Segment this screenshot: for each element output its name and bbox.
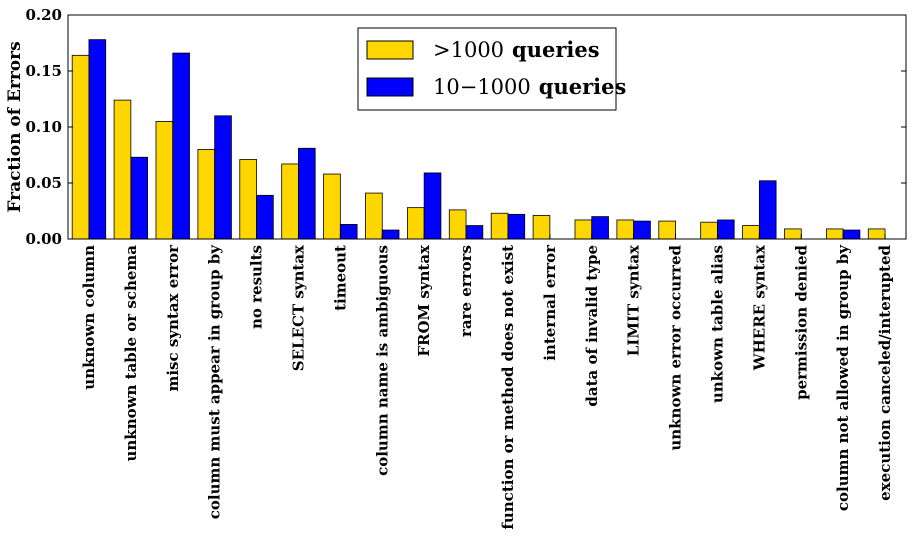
- bar-series-2-2: [130, 156, 149, 240]
- x-category-label: column name is ambiguous: [373, 245, 391, 476]
- x-category-label: LIMIT syntax: [625, 244, 643, 356]
- x-category-label: unkown table alias: [708, 245, 726, 403]
- bar-series-2-6: [298, 147, 316, 240]
- y-tick-label: 0.10: [25, 118, 62, 136]
- bar-series-2-13: [591, 216, 609, 240]
- bar-series-1-2: [113, 99, 132, 240]
- bar-series-2-1: [88, 39, 107, 240]
- legend-swatch-series-2: [366, 77, 414, 97]
- x-category-label: data of invalid type: [583, 245, 601, 407]
- bar-series-1-15: [658, 220, 676, 240]
- y-tick-label: 0.15: [25, 62, 62, 80]
- bar-series-1-19: [825, 228, 844, 240]
- bar-series-1-10: [448, 209, 467, 240]
- bar-series-2-7: [339, 224, 358, 240]
- x-category-label: WHERE syntax: [750, 244, 768, 371]
- x-category-label: permission denied: [792, 245, 810, 400]
- bar-series-2-10: [465, 225, 484, 240]
- bar-series-1-4: [197, 148, 216, 240]
- y-tick-label: 0.05: [25, 174, 62, 192]
- bar-series-2-9: [423, 172, 442, 240]
- bar-series-1-13: [574, 219, 593, 240]
- legend-label-series-1: >1000 queries: [433, 37, 600, 62]
- bar-series-1-8: [365, 192, 383, 240]
- bar-series-1-18: [784, 228, 802, 240]
- bar-series-2-19: [842, 229, 861, 240]
- bar-series-1-20: [867, 228, 886, 240]
- bar-series-1-14: [616, 219, 635, 240]
- x-category-label: column must appear in group by: [206, 244, 224, 520]
- y-tick-label: 0.00: [25, 230, 62, 248]
- x-category-label: rare errors: [457, 245, 475, 337]
- bar-series-2-11: [507, 213, 526, 240]
- legend-swatch-series-1: [366, 40, 414, 60]
- y-axis-label: Fraction of Errors: [5, 41, 25, 212]
- bar-series-2-5: [256, 194, 274, 240]
- x-category-label: unknown table or schema: [122, 245, 140, 462]
- x-category-label: timeout: [331, 245, 349, 311]
- y-tick-label: 0.20: [25, 6, 62, 24]
- legend-label-series-2-suffix: queries: [539, 74, 627, 99]
- bar-series-1-12: [532, 215, 551, 240]
- legend-label-series-2-prefix: 10−1000: [433, 75, 531, 99]
- bar-series-2-16: [717, 219, 735, 240]
- axis-layer: 0.00 0.05 0.10 0.15 0.20 unknown column unknow…: [25, 6, 906, 530]
- x-category-label: unknown column: [80, 245, 98, 390]
- bar-series-2-14: [633, 220, 651, 240]
- legend-label-series-2: 10−1000 queries: [433, 74, 626, 99]
- x-category-label: SELECT syntax: [289, 244, 307, 371]
- bar-series-1-7: [323, 173, 341, 240]
- bar-series-1-3: [155, 121, 174, 240]
- bar-series-1-11: [490, 212, 509, 240]
- bar-series-1-16: [700, 221, 718, 240]
- x-category-label: misc syntax error: [164, 244, 182, 392]
- x-category-label: FROM syntax: [415, 244, 433, 357]
- bar-series-1-6: [281, 163, 299, 240]
- legend-label-series-1-prefix: >1000: [433, 38, 504, 62]
- x-category-label: function or method does not exist: [499, 245, 517, 530]
- x-category-label: internal error: [541, 244, 559, 361]
- bar-series-2-3: [172, 52, 190, 240]
- bar-series-1-5: [239, 159, 257, 240]
- bar-series-1-17: [742, 225, 760, 240]
- legend: >1000 queries 10−1000 queries: [357, 27, 626, 111]
- bar-series-1-9: [406, 207, 425, 240]
- bar-series-1-1: [71, 54, 90, 240]
- legend-label-series-1-suffix: queries: [512, 37, 600, 62]
- bar-series-2-4: [214, 115, 232, 240]
- x-category-label: execution canceled/interupted: [876, 244, 894, 500]
- bars-layer: [71, 39, 886, 240]
- x-category-label: no results: [248, 245, 266, 329]
- bar-series-2-17: [758, 180, 777, 240]
- x-category-label: column not allowed in group by: [834, 244, 852, 511]
- bar-series-2-8: [381, 229, 400, 240]
- x-category-label: unknown error occurred: [667, 244, 685, 450]
